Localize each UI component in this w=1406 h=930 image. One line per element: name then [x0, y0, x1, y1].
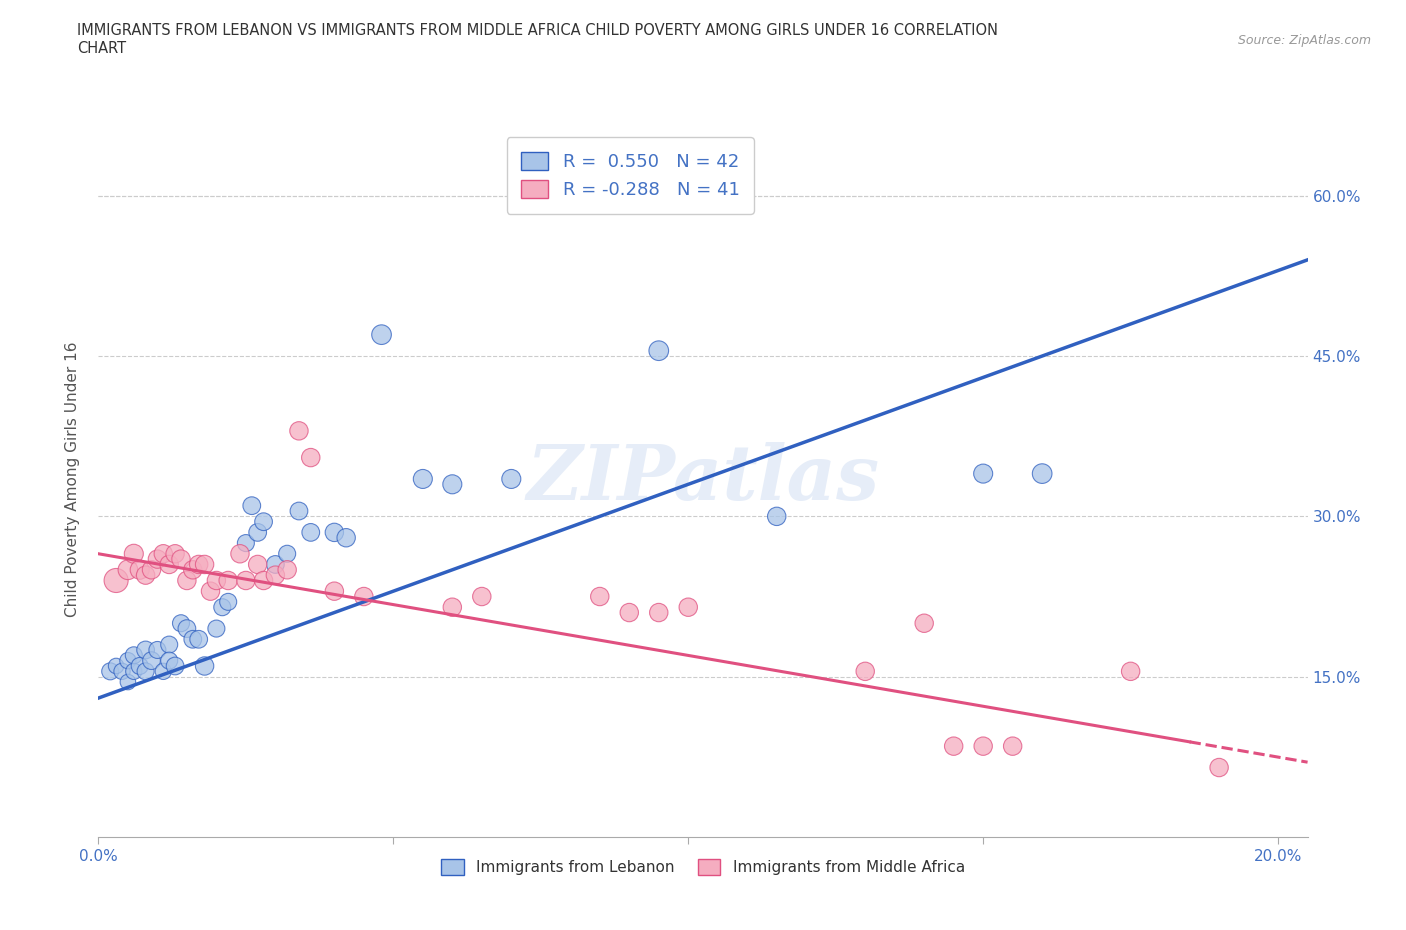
Point	[146, 551, 169, 566]
Point	[1001, 738, 1024, 753]
Point	[1031, 466, 1053, 481]
Point	[264, 567, 287, 582]
Point	[211, 600, 233, 615]
Point	[288, 503, 311, 518]
Point	[252, 514, 274, 529]
Point	[412, 472, 434, 486]
Point	[194, 658, 217, 673]
Point	[200, 584, 222, 599]
Point	[335, 530, 357, 545]
Point	[187, 631, 209, 646]
Point	[152, 546, 174, 561]
Point	[135, 567, 157, 582]
Point	[135, 664, 157, 679]
Point	[170, 616, 193, 631]
Point	[117, 674, 139, 689]
Point	[1119, 664, 1142, 679]
Point	[246, 557, 269, 572]
Point	[170, 551, 193, 566]
Point	[181, 631, 204, 646]
Point	[246, 525, 269, 539]
Point	[117, 653, 139, 668]
Point	[441, 600, 464, 615]
Point	[678, 600, 700, 615]
Point	[276, 546, 298, 561]
Point	[240, 498, 263, 513]
Point	[299, 525, 322, 539]
Point	[299, 450, 322, 465]
Point	[205, 621, 228, 636]
Point	[619, 605, 641, 620]
Point	[648, 343, 671, 358]
Point	[471, 589, 494, 604]
Point	[105, 658, 128, 673]
Point	[235, 536, 257, 551]
Point	[181, 563, 204, 578]
Point	[157, 653, 180, 668]
Y-axis label: Child Poverty Among Girls Under 16: Child Poverty Among Girls Under 16	[65, 341, 80, 617]
Point	[942, 738, 965, 753]
Point	[648, 605, 671, 620]
Point	[128, 658, 150, 673]
Point	[235, 573, 257, 588]
Point	[441, 477, 464, 492]
Point	[157, 637, 180, 652]
Point	[217, 594, 239, 609]
Point	[501, 472, 523, 486]
Point	[111, 664, 134, 679]
Point	[122, 648, 145, 663]
Point	[276, 563, 298, 578]
Legend: Immigrants from Lebanon, Immigrants from Middle Africa: Immigrants from Lebanon, Immigrants from…	[433, 852, 973, 883]
Point	[176, 621, 198, 636]
Point	[141, 563, 163, 578]
Point	[141, 653, 163, 668]
Point	[252, 573, 274, 588]
Point	[122, 664, 145, 679]
Point	[370, 327, 392, 342]
Point	[323, 584, 346, 599]
Point	[128, 563, 150, 578]
Point	[157, 557, 180, 572]
Point	[105, 573, 128, 588]
Point	[117, 563, 139, 578]
Point	[122, 546, 145, 561]
Point	[912, 616, 935, 631]
Text: ZIPatlas: ZIPatlas	[526, 442, 880, 516]
Point	[288, 423, 311, 438]
Point	[229, 546, 252, 561]
Point	[765, 509, 787, 524]
Point	[972, 466, 994, 481]
Point	[853, 664, 876, 679]
Point	[165, 546, 187, 561]
Point	[187, 557, 209, 572]
Point	[152, 664, 174, 679]
Point	[323, 525, 346, 539]
Point	[165, 658, 187, 673]
Point	[217, 573, 239, 588]
Text: IMMIGRANTS FROM LEBANON VS IMMIGRANTS FROM MIDDLE AFRICA CHILD POVERTY AMONG GIR: IMMIGRANTS FROM LEBANON VS IMMIGRANTS FR…	[77, 23, 998, 56]
Point	[264, 557, 287, 572]
Point	[146, 643, 169, 658]
Point	[972, 738, 994, 753]
Text: Source: ZipAtlas.com: Source: ZipAtlas.com	[1237, 34, 1371, 47]
Point	[194, 557, 217, 572]
Point	[98, 664, 121, 679]
Point	[589, 589, 612, 604]
Point	[176, 573, 198, 588]
Point	[1208, 760, 1230, 775]
Point	[135, 643, 157, 658]
Point	[353, 589, 375, 604]
Point	[205, 573, 228, 588]
